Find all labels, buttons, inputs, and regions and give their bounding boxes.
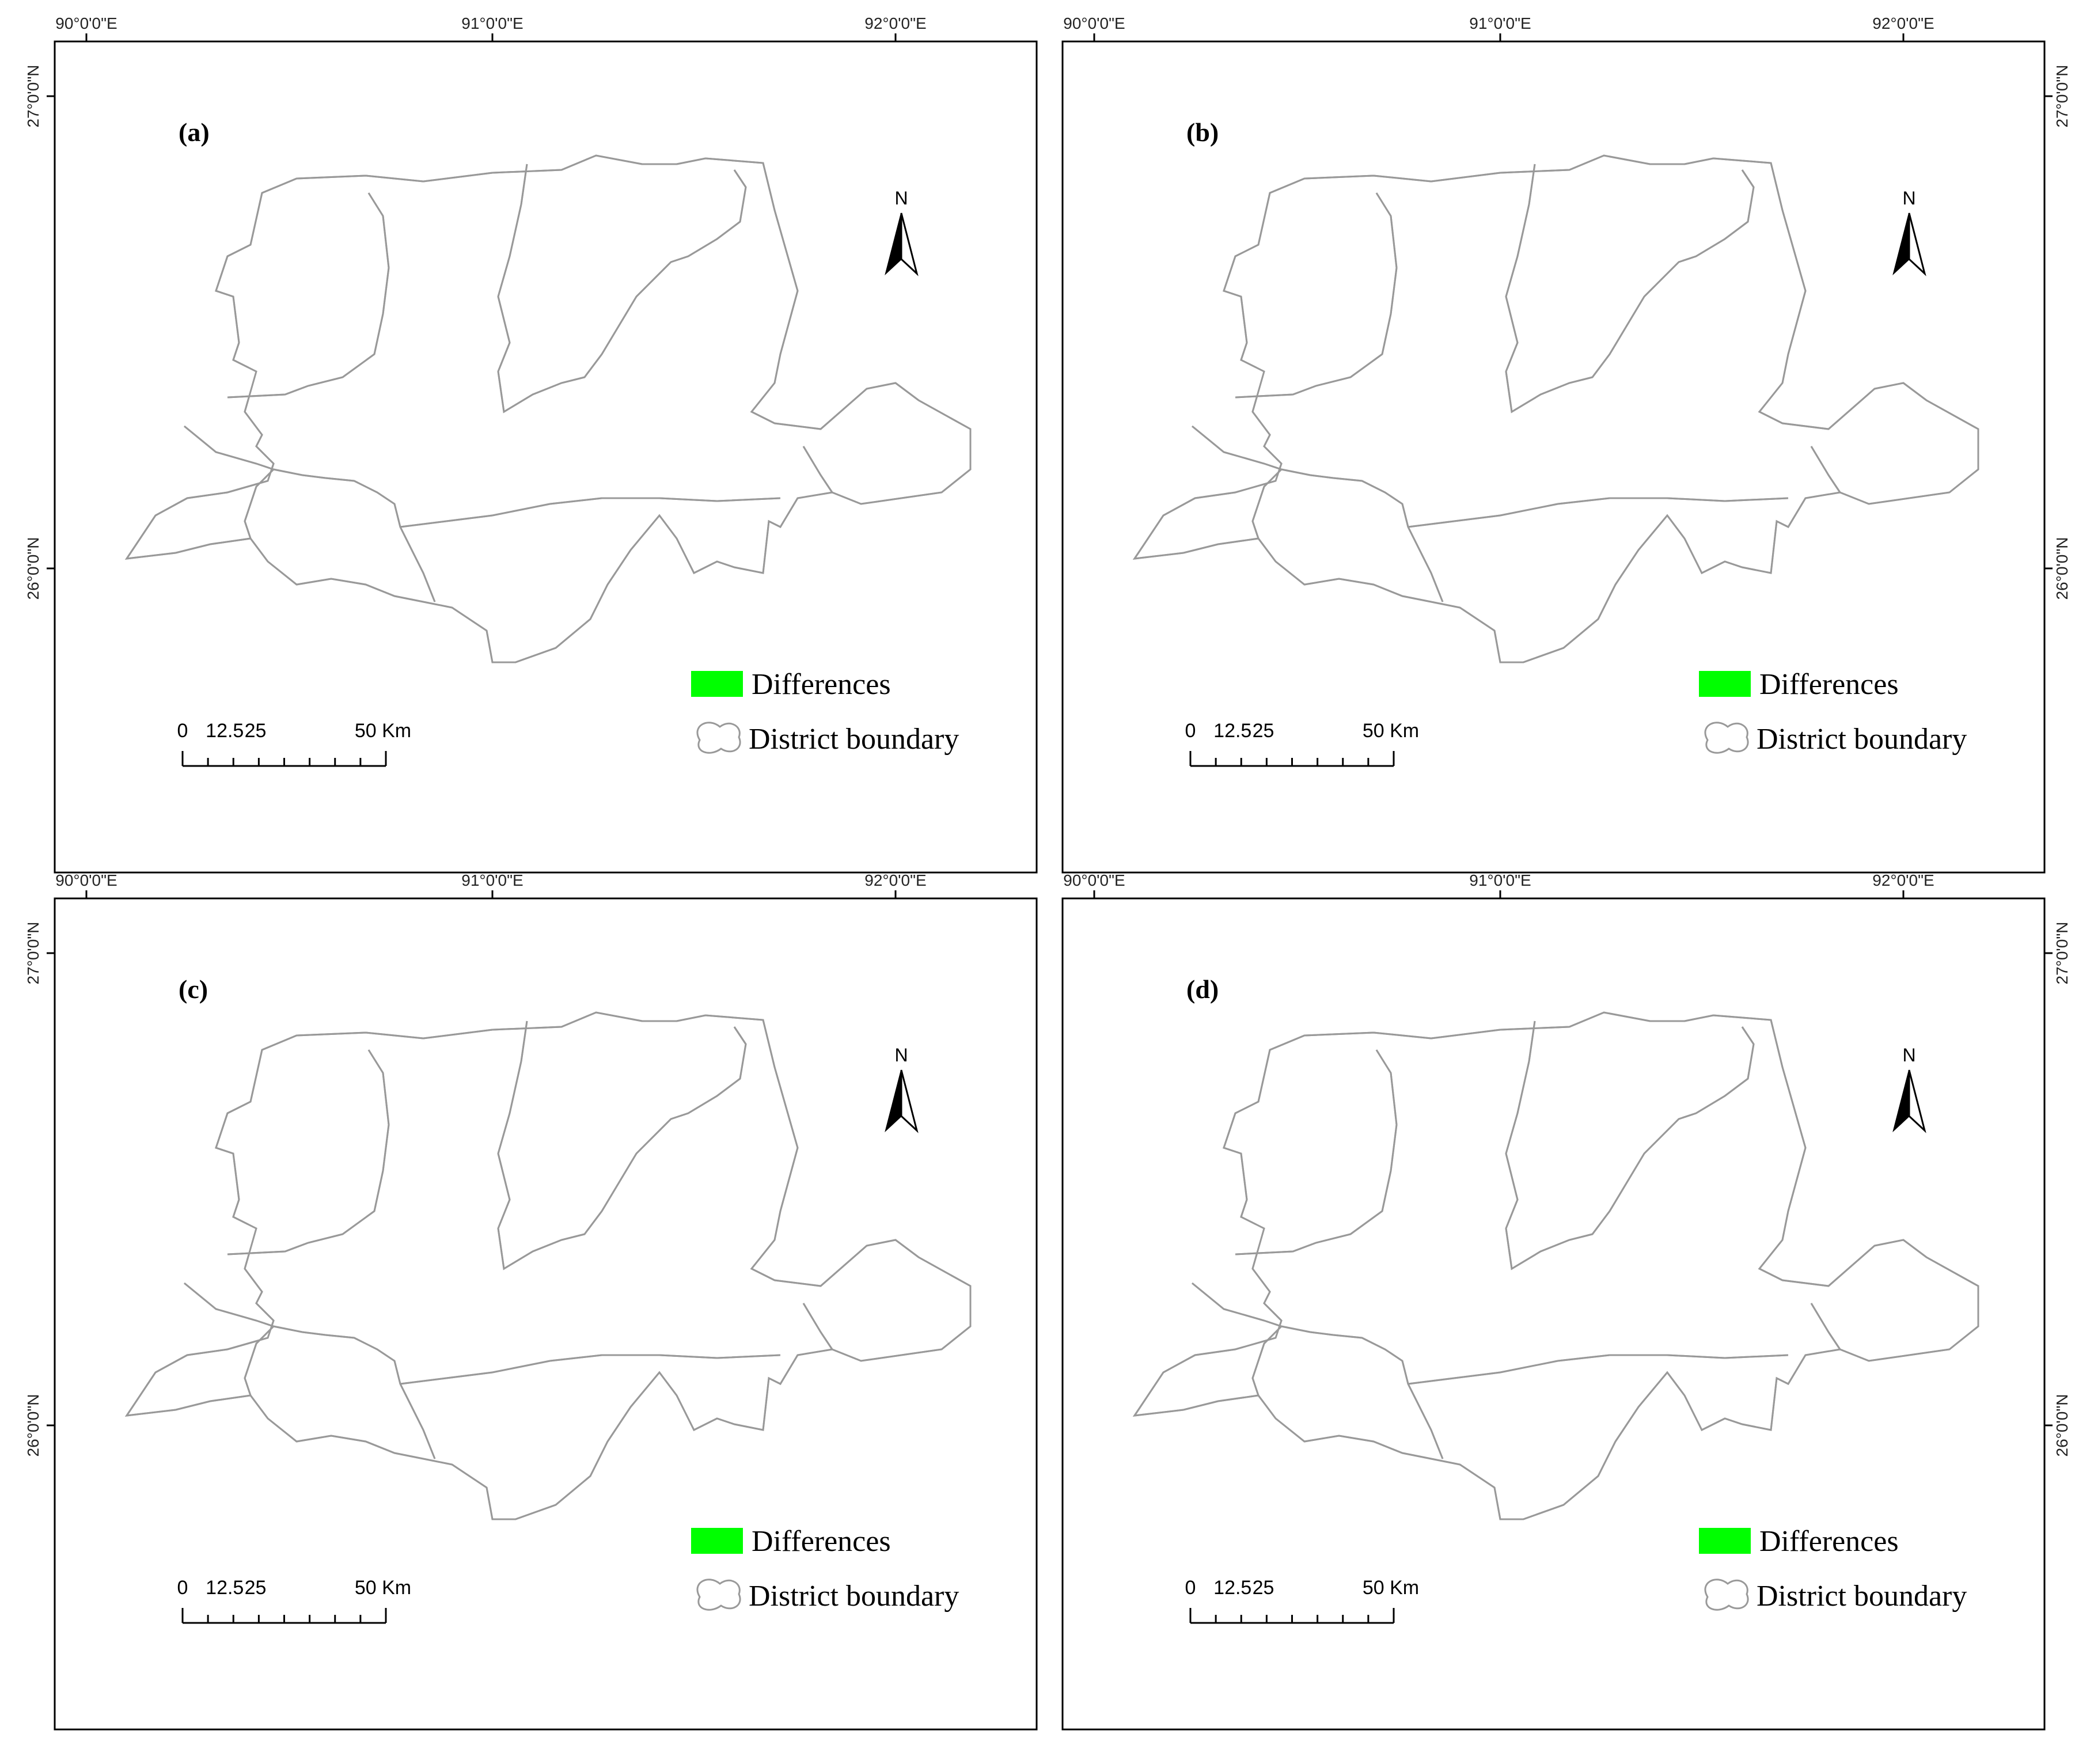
map-panel-d: 90°0'0"E 91°0'0"E 92°0'0"E 27°0'0"N 26°0'0"N… — [1061, 871, 2071, 1731]
latitude-label: 27°0'0"N — [24, 65, 42, 128]
longitude-label: 91°0'0"E — [1469, 14, 1531, 32]
scale-bar-tick-label: 0 — [177, 1577, 188, 1599]
scale-bar-tick-label: 0 — [177, 720, 188, 742]
longitude-label: 92°0'0"E — [1872, 14, 1934, 32]
boundary-legend-label: District boundary — [1757, 723, 1967, 756]
boundary-swatch — [696, 722, 741, 754]
north-arrow-icon: N — [885, 188, 919, 276]
scale-bar-tick-label: 12.5 — [206, 720, 244, 742]
latitude-label: 26°0'0"N — [2053, 1394, 2071, 1457]
longitude-label: 90°0'0"E — [1063, 871, 1125, 889]
scale-bar-tick-label: 12.5 — [1213, 720, 1251, 742]
scale-bar-tick-label: 25 — [245, 720, 267, 742]
map-panel-c: 90°0'0"E 91°0'0"E 92°0'0"E 27°0'0"N 26°0'0"N… — [24, 871, 1038, 1731]
scale-bar-tick-label: 25 — [1253, 1577, 1274, 1599]
scale-bar: 0 12.5 25 50 Km — [1185, 1577, 1419, 1624]
scale-bar-tick-label: 50 Km — [1363, 1577, 1419, 1599]
boundary-legend-label: District boundary — [749, 723, 959, 756]
longitude-label: 91°0'0"E — [461, 14, 523, 32]
north-arrow-label: N — [894, 188, 908, 208]
longitude-label: 91°0'0"E — [1469, 871, 1531, 889]
differences-swatch — [1699, 1528, 1751, 1554]
map-panel-a: 90°0'0"E 91°0'0"E 92°0'0"E 27°0'0"N 26°0'0"N… — [24, 14, 1038, 874]
boundary-legend-label: District boundary — [749, 1580, 959, 1613]
longitude-label: 92°0'0"E — [864, 14, 926, 32]
scale-bar-tick-label: 0 — [1185, 720, 1196, 742]
latitude-label: 27°0'0"N — [24, 922, 42, 985]
north-arrow-label: N — [1902, 1045, 1915, 1065]
north-arrow-icon: N — [1892, 1045, 1926, 1133]
scale-bar: 0 12.5 25 50 Km — [1185, 720, 1419, 767]
differences-swatch — [691, 1528, 743, 1554]
differences-swatch — [1699, 671, 1751, 697]
legend: Differences District boundary — [691, 1525, 959, 1613]
latitude-label: 27°0'0"N — [2053, 922, 2071, 985]
scale-bar-tick-label: 25 — [1253, 720, 1274, 742]
differences-legend-label: Differences — [752, 668, 891, 701]
north-arrow-label: N — [894, 1045, 908, 1065]
longitude-label: 92°0'0"E — [1872, 871, 1934, 889]
north-arrow-icon: N — [1892, 188, 1926, 276]
longitude-label: 92°0'0"E — [864, 871, 926, 889]
panel-label: (d) — [1186, 974, 1219, 1004]
panel-label: (b) — [1186, 117, 1219, 147]
legend: Differences District boundary — [1699, 668, 1967, 756]
panel-label: (a) — [179, 117, 210, 147]
latitude-label: 26°0'0"N — [24, 537, 42, 600]
panel-label: (c) — [179, 974, 208, 1004]
differences-legend-label: Differences — [1759, 668, 1899, 701]
longitude-label: 90°0'0"E — [55, 14, 117, 32]
latitude-label: 27°0'0"N — [2053, 65, 2071, 128]
scale-bar-tick-label: 50 Km — [1363, 720, 1419, 742]
longitude-label: 90°0'0"E — [1063, 14, 1125, 32]
scale-bar-tick-label: 25 — [245, 1577, 267, 1599]
longitude-label: 91°0'0"E — [461, 871, 523, 889]
boundary-swatch — [1704, 722, 1749, 754]
north-arrow-label: N — [1902, 188, 1915, 208]
scale-bar-tick-label: 12.5 — [1213, 1577, 1251, 1599]
boundary-swatch — [1704, 1579, 1749, 1611]
boundary-legend-label: District boundary — [1757, 1580, 1967, 1613]
map-panel-b: 90°0'0"E 91°0'0"E 92°0'0"E 27°0'0"N 26°0'0"N… — [1061, 14, 2071, 874]
differences-legend-label: Differences — [752, 1525, 891, 1558]
latitude-label: 26°0'0"N — [2053, 537, 2071, 600]
boundary-swatch — [696, 1579, 741, 1611]
scale-bar-tick-label: 12.5 — [206, 1577, 244, 1599]
scale-bar: 0 12.5 25 50 Km — [177, 720, 411, 767]
scale-bar-tick-label: 50 Km — [355, 1577, 411, 1599]
legend: Differences District boundary — [691, 668, 959, 756]
scale-bar-tick-label: 0 — [1185, 1577, 1196, 1599]
differences-swatch — [691, 671, 743, 697]
north-arrow-icon: N — [885, 1045, 919, 1133]
longitude-label: 90°0'0"E — [55, 871, 117, 889]
legend: Differences District boundary — [1699, 1525, 1967, 1613]
latitude-label: 26°0'0"N — [24, 1394, 42, 1457]
differences-legend-label: Differences — [1759, 1525, 1899, 1558]
scale-bar-tick-label: 50 Km — [355, 720, 411, 742]
scale-bar: 0 12.5 25 50 Km — [177, 1577, 411, 1624]
